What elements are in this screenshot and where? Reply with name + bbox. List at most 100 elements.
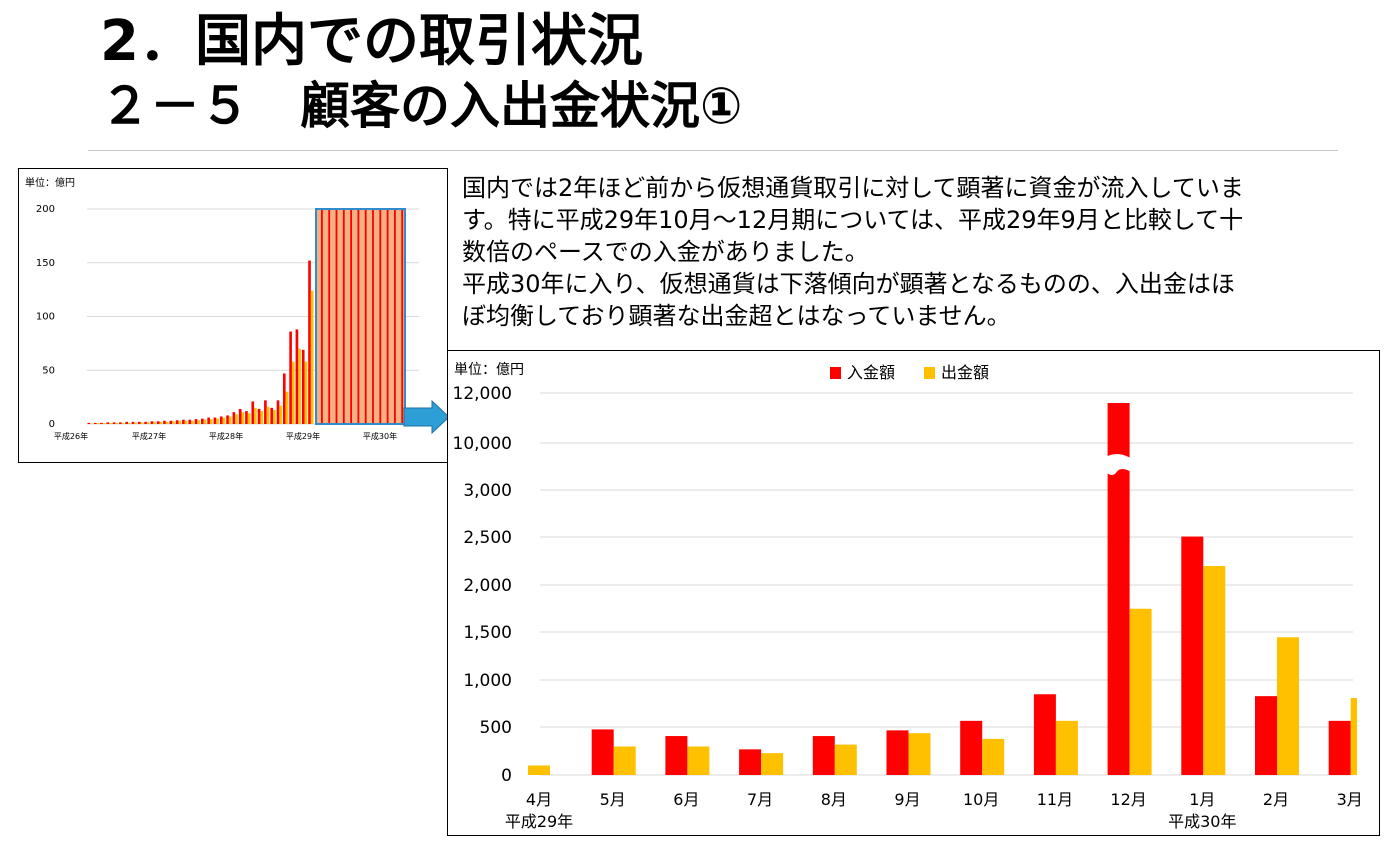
overview-deposit-bar <box>245 411 248 424</box>
withdrawal-bar <box>1129 608 1152 775</box>
overview-withdrawal-bar <box>304 361 308 424</box>
overview-deposit-bar <box>87 422 91 424</box>
overview-deposit-bar <box>150 421 154 424</box>
legend-deposit-label: 入金額 <box>847 363 895 382</box>
period-label: 平成27年 <box>132 431 166 441</box>
x-tick-label: 10月 <box>963 790 999 809</box>
y-tick-label: 150 <box>36 258 55 269</box>
overview-deposit-bar <box>112 422 116 424</box>
y-tick-label: 12,000 <box>453 384 512 404</box>
y-tick-label: 100 <box>36 312 55 323</box>
deposit-bar <box>1255 696 1277 775</box>
overview-withdrawal-bar <box>279 405 282 424</box>
overview-withdrawal-bar <box>102 422 106 424</box>
highlight-deposit-bar <box>357 209 360 424</box>
withdrawal-bar <box>1203 566 1226 775</box>
overview-withdrawal-bar <box>273 410 276 424</box>
overview-withdrawal-bar <box>203 419 207 424</box>
overview-withdrawal-bar <box>90 423 93 424</box>
x-tick-label: 7月 <box>747 790 773 809</box>
overview-deposit-bar <box>264 400 267 424</box>
highlight-deposit-bar <box>342 209 345 424</box>
overview-deposit-bar <box>106 422 110 424</box>
x-tick-label: 8月 <box>821 790 847 809</box>
x-tick-label: 12月 <box>1110 790 1146 809</box>
overview-withdrawal-bar <box>197 420 200 424</box>
overview-withdrawal-bar <box>209 419 213 424</box>
overview-withdrawal-bar <box>140 422 144 424</box>
overview-deposit-bar <box>156 421 160 424</box>
highlight-deposit-bar <box>401 209 404 424</box>
year-label: 平成29年 <box>505 812 573 831</box>
overview-withdrawal-bar <box>153 421 156 424</box>
overview-deposit-bar <box>119 422 122 424</box>
overview-deposit-bar <box>219 416 223 424</box>
overview-withdrawal-bar <box>285 391 289 424</box>
overview-chart: 単位：億円 0 50 100 150 200 平成26年 平成27年 平成28年 平成29年 平成3… <box>25 176 419 441</box>
withdrawal-bar <box>687 746 710 775</box>
zoom-arrow <box>403 399 450 435</box>
withdrawal-bar <box>834 744 857 775</box>
highlight-fill <box>317 209 405 424</box>
highlight-deposit-bar <box>372 209 374 424</box>
x-tick-label: 2月 <box>1263 790 1289 809</box>
highlight-deposit-bar <box>394 209 396 424</box>
overview-deposit-bar <box>276 400 280 424</box>
page-title: 2．国内での取引状況 <box>100 9 643 74</box>
x-tick-label: 1月 <box>1189 790 1215 809</box>
overview-withdrawal-bar <box>127 422 131 424</box>
y-tick-label: 200 <box>36 204 55 215</box>
period-label: 平成29年 <box>286 431 320 441</box>
deposit-bar <box>960 720 983 775</box>
withdrawal-bar <box>982 738 1005 775</box>
withdrawal-bar <box>1277 637 1299 775</box>
overview-withdrawal-bar <box>191 420 194 424</box>
x-tick-label: 3月 <box>1337 790 1363 809</box>
overview-withdrawal-bar <box>235 414 238 424</box>
withdrawal-bar <box>1350 698 1357 775</box>
year-label: 平成30年 <box>1168 812 1236 831</box>
withdrawal-bar <box>1055 720 1078 775</box>
overview-deposit-bar <box>226 415 229 424</box>
period-label: 平成30年 <box>363 431 397 441</box>
overview-deposit-bar <box>213 417 217 424</box>
overview-deposit-bar <box>270 407 274 424</box>
overview-deposit-bar <box>125 421 128 424</box>
legend-withdrawal-swatch <box>924 367 935 379</box>
overview-withdrawal-bar <box>115 422 119 424</box>
overview-deposit-bar <box>207 417 210 424</box>
withdrawal-bar <box>613 746 636 775</box>
highlight-region <box>317 209 405 424</box>
deposit-bar <box>591 729 614 775</box>
title-divider <box>88 150 1338 151</box>
arrow-right-icon <box>403 399 450 435</box>
withdrawal-bar <box>761 753 784 775</box>
deposit-bar <box>1181 536 1204 775</box>
description-text: 国内では2年ほど前から仮想通貨取引に対して顕著に資金が流入していま す。特に平成… <box>462 174 1244 330</box>
x-tick-label: 4月 <box>526 790 552 809</box>
y-tick-label: 1,500 <box>463 623 512 643</box>
overview-withdrawal-bar <box>109 422 112 424</box>
overview-deposit-bar <box>182 419 185 424</box>
overview-deposit-bar <box>295 329 299 424</box>
page-subtitle: ２－５ 顧客の入出金状況① <box>100 77 743 135</box>
overview-withdrawal-bar <box>134 422 137 424</box>
deposit-bar <box>739 749 762 775</box>
overview-withdrawal-bar <box>241 412 245 424</box>
overview-deposit-bar <box>257 408 261 424</box>
overview-deposit-bar <box>144 421 147 424</box>
overview-withdrawal-bar <box>254 407 257 424</box>
overview-withdrawal-bar <box>172 421 175 424</box>
overview-withdrawal-bar <box>228 416 232 424</box>
overview-withdrawal-bar <box>159 421 163 424</box>
legend-withdrawal-label: 出金額 <box>941 363 989 382</box>
deposit-bar <box>1033 694 1056 775</box>
overview-deposit-bar <box>137 421 141 424</box>
overview-deposit-bar <box>232 412 236 424</box>
legend: 入金額 出金額 <box>830 363 989 382</box>
axis-break-marker <box>1105 454 1136 475</box>
overview-deposit-bar <box>163 420 166 424</box>
unit-label: 単位：億円 <box>454 362 524 378</box>
overview-deposit-bar <box>201 418 204 424</box>
overview-deposit-bar <box>188 419 192 424</box>
